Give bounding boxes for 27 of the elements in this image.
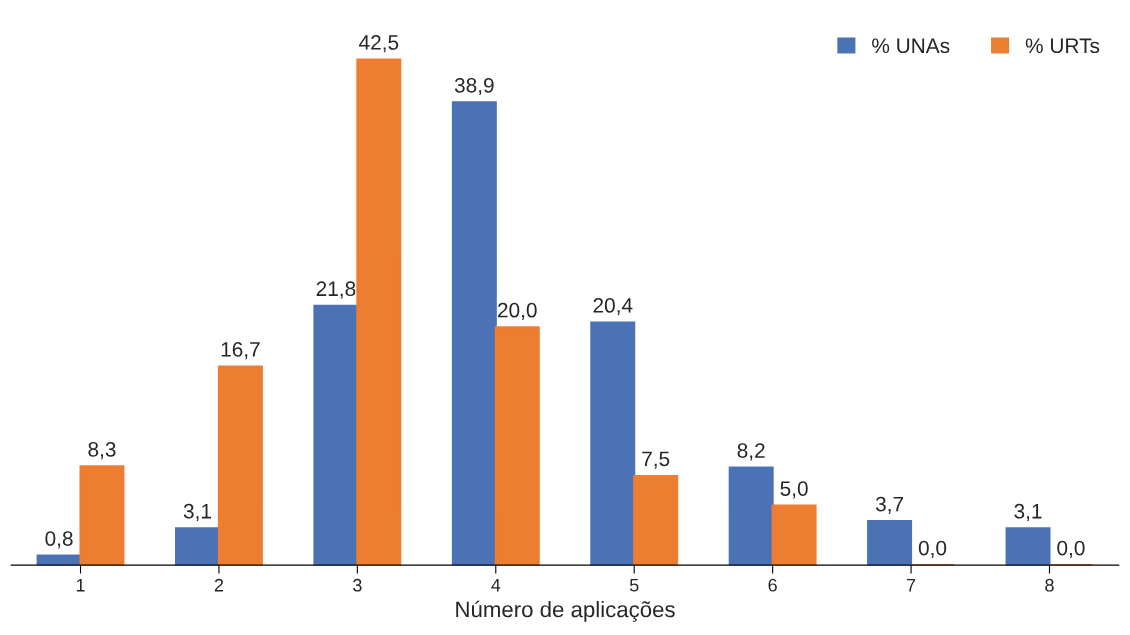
x-tick-label: 4 xyxy=(491,579,501,592)
data-label: 5,0 xyxy=(780,481,808,499)
data-label: 0,8 xyxy=(45,531,73,549)
data-label: 21,8 xyxy=(316,281,356,299)
data-label: 3,1 xyxy=(183,503,211,522)
data-label: 3,1 xyxy=(1014,503,1042,522)
x-tick-label: 5 xyxy=(629,579,639,592)
x-tick-label: 2 xyxy=(214,578,224,592)
data-label: 0,0 xyxy=(1057,540,1085,558)
data-label: 3,7 xyxy=(875,496,904,514)
data-label: 8,2 xyxy=(737,443,765,461)
data-label: 20,4 xyxy=(593,298,633,316)
data-label: 20,0 xyxy=(498,302,537,320)
x-tick-label: 1 xyxy=(76,579,85,592)
data-label: 38,9 xyxy=(454,77,494,96)
legend-label: % URTs xyxy=(1025,38,1100,54)
data-label: 42,5 xyxy=(359,35,399,53)
x-tick-label: 3 xyxy=(353,578,362,592)
legend-label: % UNAs xyxy=(872,38,950,54)
x-tick-label: 8 xyxy=(1045,578,1054,592)
data-label: 7,5 xyxy=(642,451,670,469)
data-label: 0,0 xyxy=(918,540,947,558)
data-label: 8,3 xyxy=(88,441,116,460)
x-tick-label: 6 xyxy=(768,578,777,592)
x-tick-label: 7 xyxy=(906,579,916,592)
x-axis-title: Número de aplicações xyxy=(456,600,675,622)
data-label: 16,7 xyxy=(221,342,260,360)
